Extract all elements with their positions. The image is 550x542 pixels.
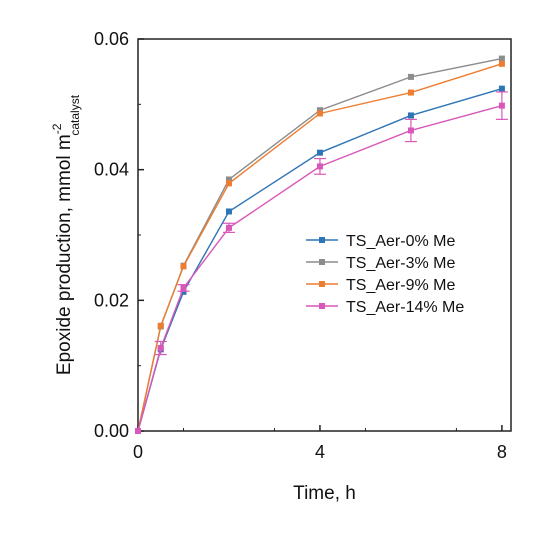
data-point [225, 208, 232, 215]
data-point [407, 73, 414, 80]
legend-label: TS_Aer-3% Me [346, 255, 455, 272]
y-tick-label: 0.00 [94, 421, 129, 441]
data-point [498, 102, 505, 109]
y-tick-label: 0.04 [94, 160, 129, 180]
y-tick-label: 0.06 [94, 29, 129, 49]
legend: TS_Aer-0% Me TS_Aer-3% Me TS_Aer-9% Me TS_A… [306, 233, 464, 316]
data-point [225, 224, 232, 231]
legend-item: TS_Aer-9% Me [306, 277, 455, 294]
data-point [316, 107, 323, 114]
data-point [498, 55, 505, 62]
data-point [407, 89, 414, 96]
data-point [180, 288, 187, 295]
x-tick-label: 8 [497, 442, 507, 462]
data-point [180, 263, 187, 270]
y-axis-label-subscript: catalyst [68, 94, 82, 135]
data-point [316, 163, 323, 170]
legend-label: TS_Aer-9% Me [346, 277, 455, 294]
data-point [180, 284, 187, 291]
data-point [157, 345, 164, 352]
y-tick-label: 0.02 [94, 290, 129, 310]
legend-item: TS_Aer-3% Me [306, 255, 455, 272]
data-point [157, 322, 164, 329]
data-point [316, 149, 323, 156]
legend-label: TS_Aer-0% Me [346, 233, 455, 250]
x-tick-label: 0 [133, 442, 143, 462]
axis-ticks: 0 4 8 0.00 0.02 0.04 0.06 [94, 29, 507, 462]
y-axis-label-main: Epoxide production, mmol m [54, 134, 75, 375]
data-point [498, 60, 505, 67]
data-point [407, 127, 414, 134]
x-axis-label: Time, h [293, 483, 356, 504]
data-point [225, 180, 232, 187]
legend-marker [319, 259, 325, 265]
series-3 [135, 91, 508, 434]
y-axis-label-superscript: -2 [50, 123, 64, 134]
legend-marker [319, 303, 325, 309]
data-point [498, 85, 505, 92]
series-layer [135, 55, 508, 434]
legend-marker [319, 237, 325, 243]
data-point [225, 176, 232, 183]
legend-item: TS_Aer-14% Me [306, 299, 464, 316]
legend-marker [319, 281, 325, 287]
x-tick-label: 4 [315, 442, 325, 462]
data-point [407, 112, 414, 119]
y-axis-label: Epoxide production, mmol m-2 catalyst [50, 94, 82, 375]
data-point [135, 428, 141, 434]
legend-item: TS_Aer-0% Me [306, 233, 455, 250]
data-point [316, 110, 323, 117]
legend-label: TS_Aer-14% Me [346, 299, 464, 316]
